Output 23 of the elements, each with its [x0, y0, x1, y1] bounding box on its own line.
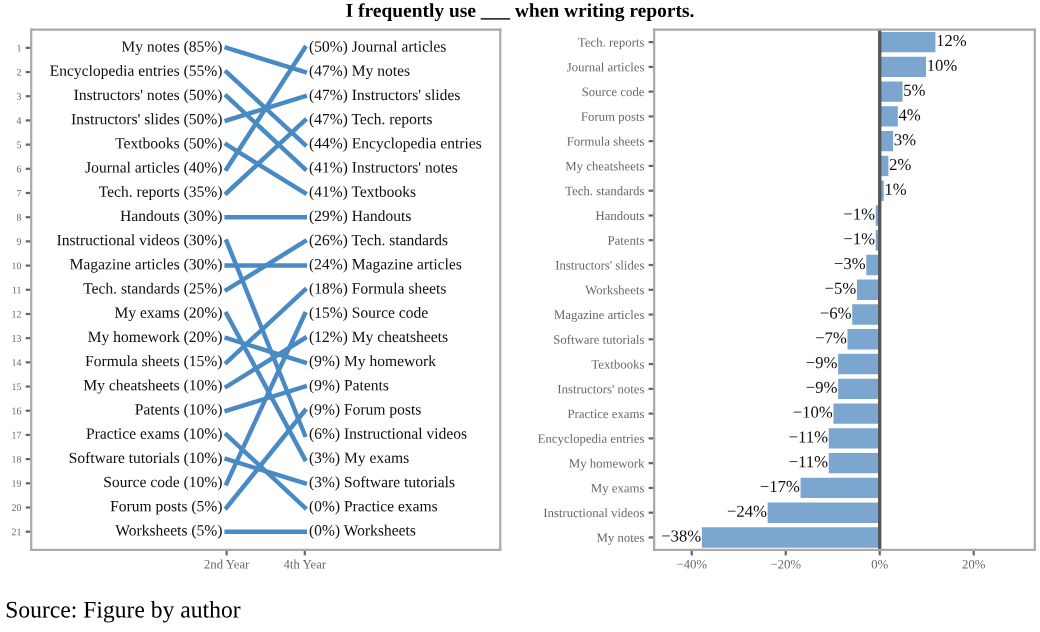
chart-title: I frequently use ___ when writing reports.: [346, 3, 694, 22]
data-label: 5%: [904, 84, 925, 96]
data-label: −11%: [789, 456, 828, 468]
data-label: −9%: [806, 381, 837, 394]
data-label: −38%: [662, 530, 701, 542]
data-label: −11%: [789, 431, 828, 443]
data-label: −7%: [816, 332, 847, 344]
data-label: −24%: [727, 505, 767, 517]
data-label: 3%: [894, 134, 916, 146]
data-label: −10%: [793, 406, 833, 418]
data-label: −3%: [834, 257, 866, 270]
data-label: 12%: [937, 35, 967, 47]
data-label: −1%: [844, 233, 875, 245]
data-label: 10%: [928, 59, 957, 72]
data-label: −6%: [820, 307, 851, 319]
data-label: −17%: [760, 480, 800, 493]
data-label: 1%: [885, 183, 907, 195]
data-label: −5%: [825, 282, 856, 294]
source-note: Source: Figure by author: [6, 601, 241, 623]
data-label: −1%: [844, 208, 875, 220]
data-label: 4%: [898, 109, 921, 121]
data-label: 2%: [889, 158, 911, 171]
data-label: −9%: [806, 357, 837, 369]
